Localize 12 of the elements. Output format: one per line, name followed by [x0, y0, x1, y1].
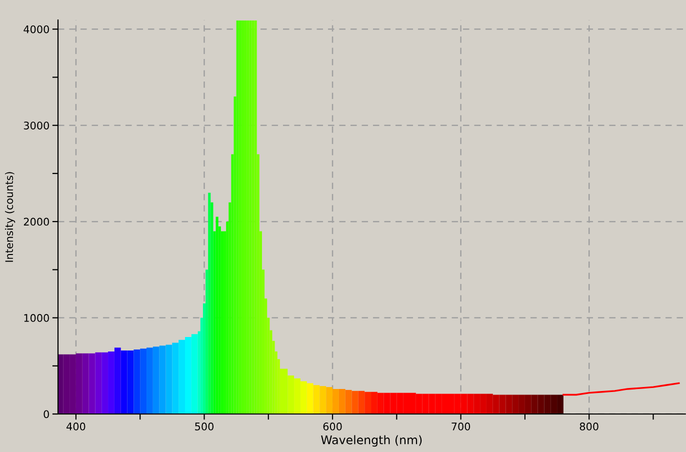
y-tick-label: 0	[44, 410, 49, 418]
x-tick-label: 500	[195, 422, 214, 430]
y-tick-label: 4000	[24, 25, 49, 34]
x-tick-label: 400	[66, 422, 86, 430]
y-axis-title: Intensity (counts)	[5, 172, 16, 262]
y-tick-label: 1000	[24, 314, 49, 322]
x-tick-label: 700	[452, 422, 470, 430]
y-tick-label: 3000	[24, 122, 49, 130]
y-tick-label: 2000	[24, 218, 49, 226]
x-tick-label: 800	[580, 422, 598, 430]
x-tick-label: 600	[323, 422, 342, 430]
x-axis-title: Wavelength (nm)	[321, 435, 422, 447]
